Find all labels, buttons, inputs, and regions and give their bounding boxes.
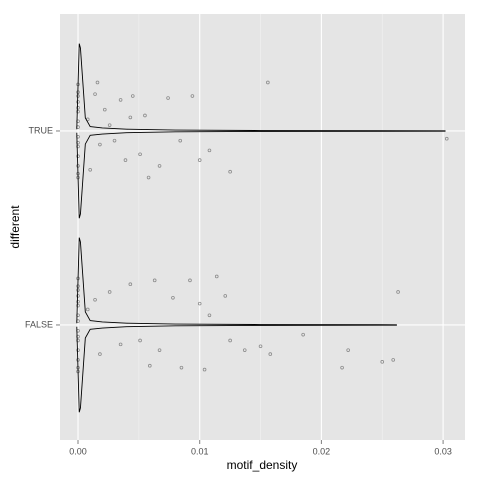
jitter-point [190, 94, 195, 98]
jitter-point [380, 360, 385, 364]
jitter-point [178, 138, 183, 143]
y-axis-title: different [8, 205, 22, 249]
jitter-point [148, 363, 152, 368]
x-tick-label: 0.01 [191, 446, 209, 456]
jitter-point [130, 94, 135, 98]
jitter-point [444, 136, 449, 141]
jitter-point [258, 344, 263, 349]
jitter-point [112, 138, 117, 143]
jitter-point [76, 334, 80, 339]
jitter-point [76, 299, 80, 304]
jitter-point [268, 352, 273, 356]
y-tick-label: FALSE [25, 319, 53, 329]
jitter-point [301, 332, 305, 337]
jitter-point [76, 338, 80, 343]
jitter-point [123, 158, 128, 162]
x-axis-title: motif_density [227, 458, 298, 472]
x-tick-label: 0.02 [313, 446, 331, 456]
jitter-point [143, 113, 147, 118]
jitter-point [166, 96, 170, 100]
violin-outline [76, 43, 446, 132]
jitter-point [202, 367, 207, 372]
jitter-point [396, 290, 400, 294]
jitter-point [228, 338, 232, 343]
jitter-point [107, 290, 112, 294]
jitter-point [76, 109, 80, 114]
jitter-point [76, 105, 80, 110]
jitter-point [118, 98, 123, 102]
jitter-point [223, 294, 228, 298]
jitter-point [207, 148, 212, 153]
jitter-point [107, 123, 112, 127]
jitter-point [340, 365, 344, 370]
x-tick-label: 0.00 [69, 446, 87, 456]
violin-outline [76, 237, 397, 326]
jitter-point [179, 365, 184, 370]
jitter-point [188, 278, 192, 283]
jitter-point [76, 140, 80, 145]
jitter-point [207, 313, 212, 318]
violin-outline [76, 324, 397, 413]
jitter-point [242, 348, 247, 352]
jitter-point [157, 164, 162, 168]
jitter-point [85, 307, 90, 312]
jitter-point [266, 80, 270, 85]
jitter-point [171, 296, 175, 300]
jitter-point [98, 142, 102, 147]
jitter-point [157, 348, 162, 352]
jitter-point [93, 92, 97, 96]
jitter-point [197, 158, 202, 162]
jitter-point [138, 152, 142, 157]
x-tick-label: 0.03 [434, 446, 452, 456]
jitter-point [93, 297, 97, 302]
jitter-point [98, 352, 102, 356]
jitter-point [76, 144, 80, 149]
jitter-point [128, 115, 133, 120]
jitter-point [76, 348, 80, 352]
jitter-point [138, 338, 142, 343]
jitter-point [128, 282, 133, 287]
jitter-point [88, 167, 92, 172]
violin-outline [76, 130, 446, 219]
jitter-point [346, 348, 350, 352]
jitter-point [118, 342, 123, 347]
y-tick-label: TRUE [29, 125, 54, 135]
jitter-point [152, 278, 157, 283]
jitter-point [197, 301, 202, 306]
jitter-point [76, 154, 80, 158]
jitter-point [76, 303, 80, 308]
panel [60, 14, 465, 440]
jitter-point [95, 80, 100, 85]
jitter-point [146, 175, 151, 180]
jitter-point [228, 169, 232, 174]
jitter-point [102, 107, 107, 112]
jitter-point [391, 358, 396, 362]
jitter-point [214, 274, 219, 279]
